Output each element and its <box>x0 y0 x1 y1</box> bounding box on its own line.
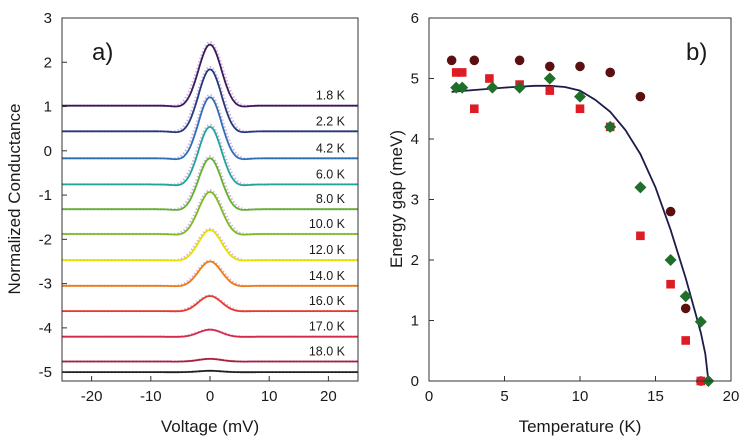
energy-gap-plot-frame <box>428 17 732 382</box>
energy-gap-series <box>446 55 715 387</box>
conductance-x-tick-label: 20 <box>320 388 337 405</box>
energy-gap-y-axis-title: Energy gap (meV) <box>387 130 406 268</box>
energy-gap-point-circle <box>514 55 525 66</box>
energy-gap-y-tick-label: 5 <box>411 71 419 88</box>
curve-label-4-2-k: 4.2 K <box>316 141 346 155</box>
conductance-data-8-0-k <box>62 155 358 211</box>
curve-label-6-0-k: 6.0 K <box>316 167 346 181</box>
conductance-panel: 1.8 K 2.2 K 4.2 K 6.0 K 8.0 K 10.0 K 12.0 K 14.… <box>5 10 359 436</box>
conductance-y-tick-label: 2 <box>44 54 52 71</box>
conductance-curve-4-2-k <box>62 96 358 161</box>
curve-label-18-0-k: 18.0 K <box>309 345 346 359</box>
energy-gap-point-square <box>636 231 645 241</box>
conductance-x-tick-label: -10 <box>140 388 162 405</box>
conductance-curve-bottom <box>62 369 358 374</box>
energy-gap-point-square <box>681 336 690 345</box>
bcs-fit-line <box>451 84 710 382</box>
energy-gap-x-tick-label: 20 <box>723 388 740 405</box>
curve-label-10-0-k: 10.0 K <box>309 217 346 231</box>
conductance-curve-8-0-k <box>62 157 358 211</box>
conductance-x-tick-label: -20 <box>81 388 103 405</box>
conductance-y-tick-label: -1 <box>39 187 52 204</box>
conductance-x-tick-label: 10 <box>261 388 278 405</box>
energy-gap-axis-ticks: 0 5 10 15 20 0 1 2 3 4 5 6 <box>411 10 740 405</box>
conductance-curve-16-0-k <box>62 295 358 313</box>
panel-a-label: a) <box>92 39 113 66</box>
energy-gap-x-tick-label: 10 <box>572 388 589 405</box>
energy-gap-x-tick-label: 0 <box>425 388 433 405</box>
energy-gap-point-diamond <box>679 290 692 303</box>
conductance-y-tick-label: 0 <box>44 143 52 160</box>
curve-label-14-0-k: 14.0 K <box>309 269 346 283</box>
energy-gap-y-tick-label: 3 <box>411 192 419 209</box>
conductance-curve-14-0-k <box>62 260 358 288</box>
conductance-curve-10-0-k <box>62 191 358 236</box>
energy-gap-y-tick-label: 6 <box>411 10 419 27</box>
curve-label-12-0-k: 12.0 K <box>309 243 346 257</box>
panel-b-label: b) <box>686 39 707 66</box>
conductance-y-tick-label: 1 <box>44 99 52 116</box>
conductance-plot-frame <box>61 17 359 382</box>
conductance-y-tick-label: -2 <box>39 231 52 248</box>
conductance-y-tick-label: -4 <box>39 320 52 337</box>
curve-label-17-0-k: 17.0 K <box>309 320 346 334</box>
conductance-y-tick-label: -3 <box>39 276 52 293</box>
curve-label-1-8-k: 1.8 K <box>316 89 346 103</box>
conductance-curve-2-2-k <box>62 68 358 134</box>
energy-gap-point-square <box>575 104 585 114</box>
energy-gap-x-tick-label: 5 <box>500 388 508 405</box>
energy-gap-point-circle <box>665 206 676 217</box>
energy-gap-y-tick-label: 4 <box>411 131 419 148</box>
conductance-y-axis-title: Normalized Conductance <box>5 104 24 295</box>
curve-label-16-0-k: 16.0 K <box>309 294 346 308</box>
energy-gap-point-circle <box>680 303 691 314</box>
energy-gap-point-diamond <box>486 81 499 94</box>
conductance-y-tick-label: -5 <box>39 364 52 381</box>
conductance-curve-18-0-k <box>62 358 358 363</box>
energy-gap-point-diamond <box>664 254 677 266</box>
conductance-curves: 1.8 K 2.2 K 4.2 K 6.0 K 8.0 K 10.0 K 12.0 K 14.… <box>62 40 358 374</box>
energy-gap-point-circle <box>545 61 555 72</box>
energy-gap-y-tick-label: 0 <box>411 373 419 390</box>
energy-gap-y-tick-label: 2 <box>411 252 419 269</box>
energy-gap-point-circle <box>446 55 457 66</box>
conductance-curve-1-8-k <box>62 43 358 108</box>
energy-gap-point-square <box>485 74 494 83</box>
energy-gap-point-circle <box>605 67 615 78</box>
energy-gap-point-diamond <box>543 72 556 85</box>
curve-label-8-0-k: 8.0 K <box>316 192 346 206</box>
curve-label-2-2-k: 2.2 K <box>316 114 346 128</box>
energy-gap-point-square <box>545 86 555 95</box>
energy-gap-point-square <box>470 104 479 114</box>
energy-gap-point-circle <box>575 61 585 72</box>
conductance-data-2-2-k <box>62 65 358 133</box>
energy-gap-point-circle <box>635 91 646 102</box>
energy-gap-x-tick-label: 15 <box>647 388 664 405</box>
energy-gap-point-square <box>666 279 675 289</box>
conductance-curve-12-0-k <box>62 229 358 262</box>
energy-gap-point-square <box>457 68 467 77</box>
energy-gap-y-tick-label: 1 <box>411 313 419 330</box>
energy-gap-point-diamond <box>604 120 617 133</box>
energy-gap-x-axis-title: Temperature (K) <box>519 417 642 436</box>
energy-gap-point-diamond <box>574 90 586 103</box>
conductance-curve-6-0-k <box>62 125 358 187</box>
energy-gap-point-diamond <box>456 81 469 94</box>
conductance-curve-17-0-k <box>62 328 358 338</box>
energy-gap-point-diamond <box>450 81 463 94</box>
conductance-x-axis-title: Voltage (mV) <box>161 417 259 436</box>
energy-gap-point-diamond <box>634 181 647 194</box>
conductance-data-6-0-k <box>62 123 358 186</box>
energy-gap-point-square <box>451 68 461 77</box>
conductance-x-tick-label: 0 <box>206 388 214 405</box>
energy-gap-panel: 0 5 10 15 20 0 1 2 3 4 5 6 b) Temperature (K) Energ… <box>387 10 739 436</box>
energy-gap-point-diamond <box>694 315 707 328</box>
energy-gap-point-circle <box>469 55 480 66</box>
energy-gap-point-diamond <box>513 81 526 94</box>
conductance-y-tick-label: 3 <box>44 10 52 27</box>
